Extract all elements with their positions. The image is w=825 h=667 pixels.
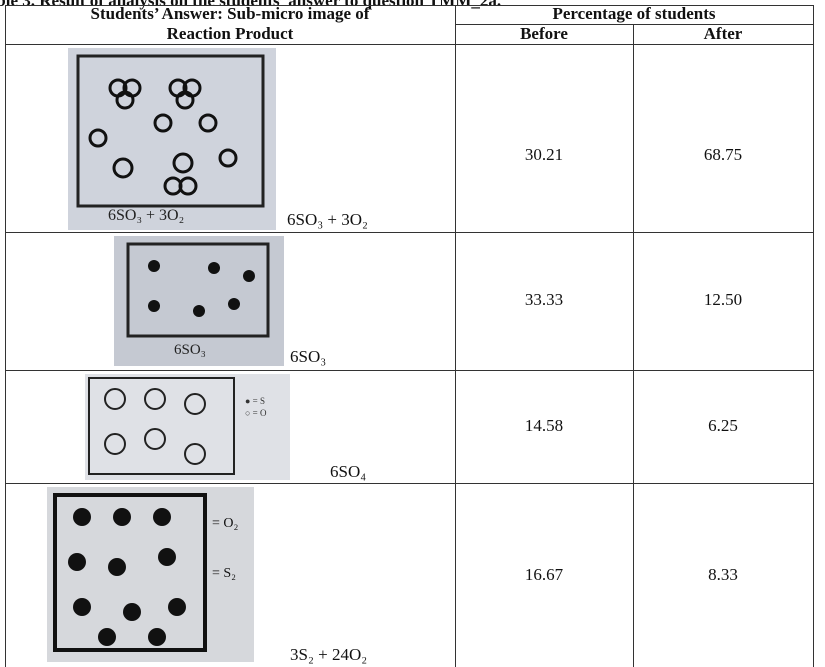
svg-text:= O₂: = O₂: [212, 516, 239, 531]
formula: 3S₂ + 24O₂: [290, 645, 368, 664]
border: [633, 24, 634, 667]
svg-text:● = S: ● = S: [245, 396, 265, 406]
header-answer: Students’ Answer: Sub-micro image of: [90, 4, 370, 23]
drawing-image: ● = S ○ = O: [85, 374, 290, 480]
svg-text:6SO₃: 6SO₃: [174, 342, 206, 358]
svg-text:= S₂: = S₂: [212, 566, 236, 581]
border: [5, 370, 814, 371]
border: [5, 5, 6, 667]
header-before: Before: [520, 24, 568, 43]
after-value: 12.50: [703, 290, 743, 309]
border: [5, 232, 814, 233]
border: [5, 5, 814, 6]
border: [455, 24, 814, 25]
border: [5, 44, 814, 45]
svg-text:6SO₃ + 3O₂: 6SO₃ + 3O₂: [108, 207, 184, 224]
svg-text:○ = O: ○ = O: [245, 408, 267, 418]
border: [5, 483, 814, 484]
before-value: 14.58: [524, 416, 564, 435]
drawing-image: = O₂ = S₂: [47, 487, 254, 662]
formula: 6SO₃: [290, 347, 327, 366]
header-answer: Reaction Product: [166, 24, 294, 43]
header-after: After: [703, 24, 743, 43]
after-value: 8.33: [708, 565, 738, 584]
after-value: 68.75: [703, 145, 743, 164]
formula: 6SO₃ + 3O₂: [287, 210, 368, 229]
formula: 6SO₄: [330, 462, 367, 481]
before-value: 30.21: [524, 145, 564, 164]
drawing-image: 6SO₃ + 3O₂: [68, 48, 276, 230]
header-percentage: Percentage of students: [552, 4, 716, 23]
border: [813, 5, 814, 667]
before-value: 33.33: [524, 290, 564, 309]
border: [455, 5, 456, 667]
before-value: 16.67: [524, 565, 564, 584]
after-value: 6.25: [708, 416, 738, 435]
drawing-image: 6SO₃: [114, 236, 284, 366]
